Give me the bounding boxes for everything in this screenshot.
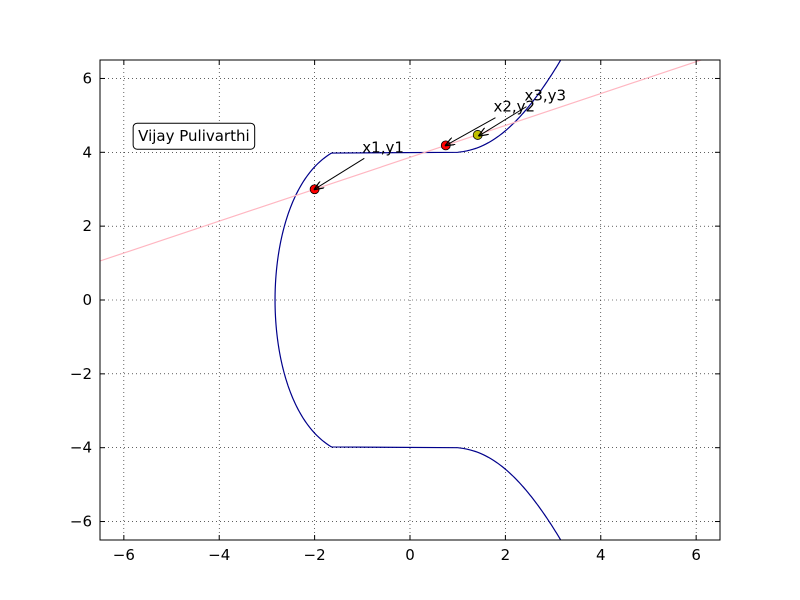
textbox-layer: Vijay Pulivarthi bbox=[132, 122, 256, 150]
annotation-arrow bbox=[315, 157, 365, 189]
x-tick-label: 2 bbox=[501, 546, 511, 564]
grid bbox=[100, 60, 720, 540]
series-layer bbox=[100, 60, 704, 540]
annotation-label: x2,y2 bbox=[493, 98, 535, 116]
y-tick-label: 2 bbox=[82, 217, 92, 235]
x-tick-label: 6 bbox=[691, 546, 701, 564]
x-tick-label: −4 bbox=[208, 546, 230, 564]
annotation-arrow bbox=[446, 117, 496, 146]
y-tick-label: −6 bbox=[70, 513, 92, 531]
y-tick-label: 6 bbox=[82, 69, 92, 87]
annotation-arrow bbox=[479, 106, 527, 136]
y-tick-label: 4 bbox=[82, 143, 92, 161]
x-tick-label: 0 bbox=[405, 546, 415, 564]
x-tick-label: −6 bbox=[113, 546, 135, 564]
x-tick-label: −2 bbox=[304, 546, 326, 564]
y-tick-label: −2 bbox=[70, 365, 92, 383]
line-series bbox=[100, 60, 704, 262]
x-tick-label: 4 bbox=[596, 546, 606, 564]
annotation-label: x3,y3 bbox=[524, 87, 566, 105]
annotation-label: x1,y1 bbox=[362, 138, 404, 156]
textbox-frame bbox=[132, 122, 256, 150]
textbox-label: Vijay Pulivarthi bbox=[138, 127, 250, 145]
y-tick-label: −4 bbox=[70, 439, 92, 457]
ticks-layer: −6 −4 −2 0 2 4 6 −6 −4 −2 0 2 4 6 bbox=[70, 60, 720, 564]
curve-series bbox=[274, 60, 562, 540]
y-tick-label: 0 bbox=[82, 291, 92, 309]
